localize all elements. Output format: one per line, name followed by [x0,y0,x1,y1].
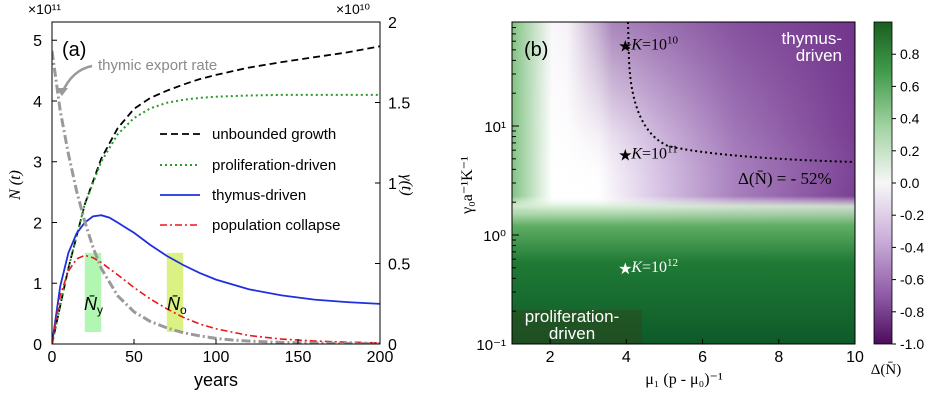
old-window-band [166,252,184,332]
x-tick-label-a: 50 [125,349,143,366]
old-window-label: N̄o [167,294,187,317]
panel-a-label: (a) [62,39,86,61]
x-tick-label-a: 0 [48,349,57,366]
heatmap-dark-corner [512,310,642,344]
series-line-population-collapse [52,254,380,344]
young-window-label: N̄y [84,294,103,317]
y-tick-label-left: 1 [33,276,42,293]
x-tick-label-b: 8 [774,349,783,366]
legend-label-collapse: population collapse [212,217,340,234]
x-tick-label-a: 100 [203,349,230,366]
series-line-thymus-driven [52,214,380,344]
heatmap [512,22,855,344]
series-line-proliferation-driven [52,93,380,344]
marker-label: K=1012 [630,257,678,276]
marker-star: ★ [618,147,632,164]
series-group [52,45,380,344]
colorbar-tick-label: 0.0 [900,175,920,191]
legend-a: unbounded growth proliferation-driven th… [160,126,340,234]
x-tick-label-b: 6 [698,349,707,366]
y-tick-label-b: 10⁻¹ [476,337,506,354]
region-label-thymus: thymus-driven [782,29,842,65]
x-tick-label-a: 200 [367,349,394,366]
colorbar-label: Δ(N̄) [871,362,901,378]
series-line-thymic-export-rate [52,50,380,344]
colorbar-tick-label: -0.8 [900,304,924,320]
marker-label: K=1011 [630,143,677,162]
y-tick-label-b: 10⁰ [483,228,506,245]
y-tick-label-right: 2 [388,15,397,32]
y-axis-label-right: γ(t) [398,174,415,195]
colorbar-tick-label: -0.6 [900,272,924,288]
contour-line [627,22,855,163]
colorbar-tick-label: -0.4 [900,239,924,255]
legend-label-proliferation: proliferation-driven [212,157,336,174]
marker-label: K=1010 [630,34,678,53]
colorbar-tick-label: 0.2 [900,143,920,159]
y-axis-label-b: γ₀a⁻¹K⁻¹ [459,156,476,215]
heatmap-green-region [512,196,855,344]
y-tick-label-left: 5 [33,33,42,50]
left-axis-multiplier: ×10¹¹ [28,1,61,17]
x-tick-label-a: 150 [285,349,312,366]
x-axis-label-b: μ₁ (p - μ₀)⁻¹ [645,371,723,388]
colorbar-tick-label: 0.8 [900,46,920,62]
marker-star: ★ [618,38,632,55]
series-line-unbounded-growth [52,45,380,344]
y-tick-label-b: 10¹ [484,119,506,136]
x-tick-label-b: 4 [622,349,631,366]
panel-b-label: (b) [524,39,548,61]
y-axis-label-left: N (t) [7,170,24,201]
y-tick-label-right: 0.5 [388,257,410,274]
svg-text:N̄y: N̄y [84,294,103,317]
heatmap-green-left [512,22,552,212]
y-tick-label-right: 1.5 [388,96,410,113]
region-label-proliferation: proliferation-driven [525,307,620,343]
colorbar-tick-label: 0.4 [900,111,920,127]
x-tick-label-b: 2 [546,349,555,366]
y-tick-label-left: 2 [33,215,42,232]
marker-star: ★ [618,261,632,278]
right-axis-multiplier: ×10¹⁰ [336,1,370,17]
colorbar [873,21,893,345]
ticks-b: 2 4 6 8 10 10⁻¹ 10⁰ 10¹ [476,21,864,366]
annotation-thymic-export-rate: thymic export rate [98,57,217,74]
y-tick-label-right: 0 [388,337,397,354]
young-window-band [84,252,102,332]
markers-b: ★K=1010★K=1011★K=1012 [618,34,678,278]
legend-label-unbounded: unbounded growth [212,126,336,143]
annotation-arrowhead [56,88,68,96]
colorbar-tick-label: -1.0 [900,336,924,352]
y-tick-label-right: 1 [388,176,397,193]
x-tick-label-b: 10 [846,349,864,366]
y-tick-label-left: 4 [33,94,42,111]
y-tick-label-left: 3 [33,155,42,172]
colorbar-ticks: 0.8 0.6 0.4 0.2 0.0 -0.2 -0.4 -0.6 -0.8 -1.0 [892,46,924,352]
svg-text:N̄o: N̄o [167,294,187,317]
colorbar-tick-label: 0.6 [900,78,920,94]
colorbar-tick-label: -0.2 [900,207,924,223]
legend-label-thymus: thymus-driven [212,187,306,204]
contour-label: Δ(N̄) = - 52% [738,169,832,188]
y-tick-label-left: 0 [33,337,42,354]
x-axis-label-a: years [194,370,238,390]
